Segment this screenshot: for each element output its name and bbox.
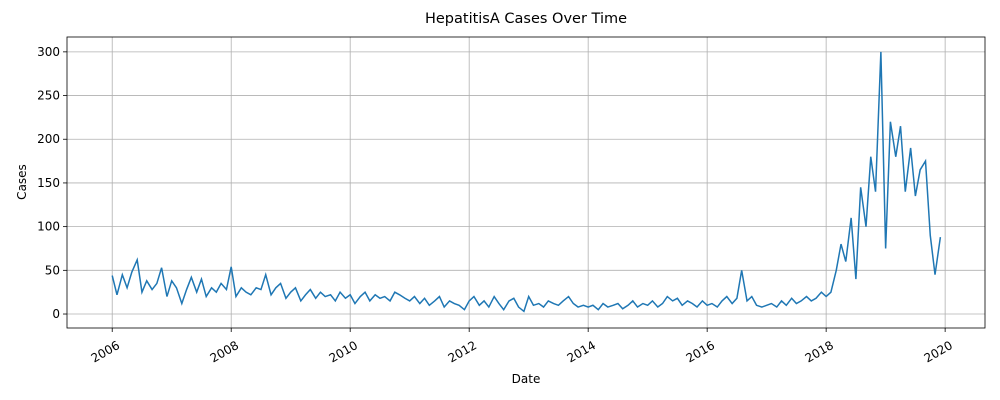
y-tick-label: 200	[37, 132, 60, 146]
x-tick-label: 2012	[446, 338, 479, 365]
plot-frame	[66, 36, 986, 329]
y-tick-label: 300	[37, 45, 60, 59]
x-tick-label: 2006	[89, 338, 122, 365]
x-axis-label: Date	[512, 372, 541, 386]
x-tick-label: 2010	[327, 338, 360, 365]
data-line	[111, 51, 942, 313]
x-tick-label: 2020	[922, 338, 955, 365]
y-tick-label: 150	[37, 176, 60, 190]
x-tick-label: 2008	[208, 338, 241, 365]
y-tick-label: 250	[37, 89, 60, 103]
y-axis-label: Cases	[15, 164, 29, 200]
y-tick-label: 100	[37, 220, 60, 234]
x-tick-label: 2018	[803, 338, 836, 365]
x-tick-label: 2016	[684, 338, 717, 365]
x-tick-label: 2014	[565, 338, 598, 365]
y-tick-label: 0	[52, 307, 60, 321]
chart-title: HepatitisA Cases Over Time	[425, 11, 627, 27]
y-tick-label: 50	[45, 263, 60, 277]
